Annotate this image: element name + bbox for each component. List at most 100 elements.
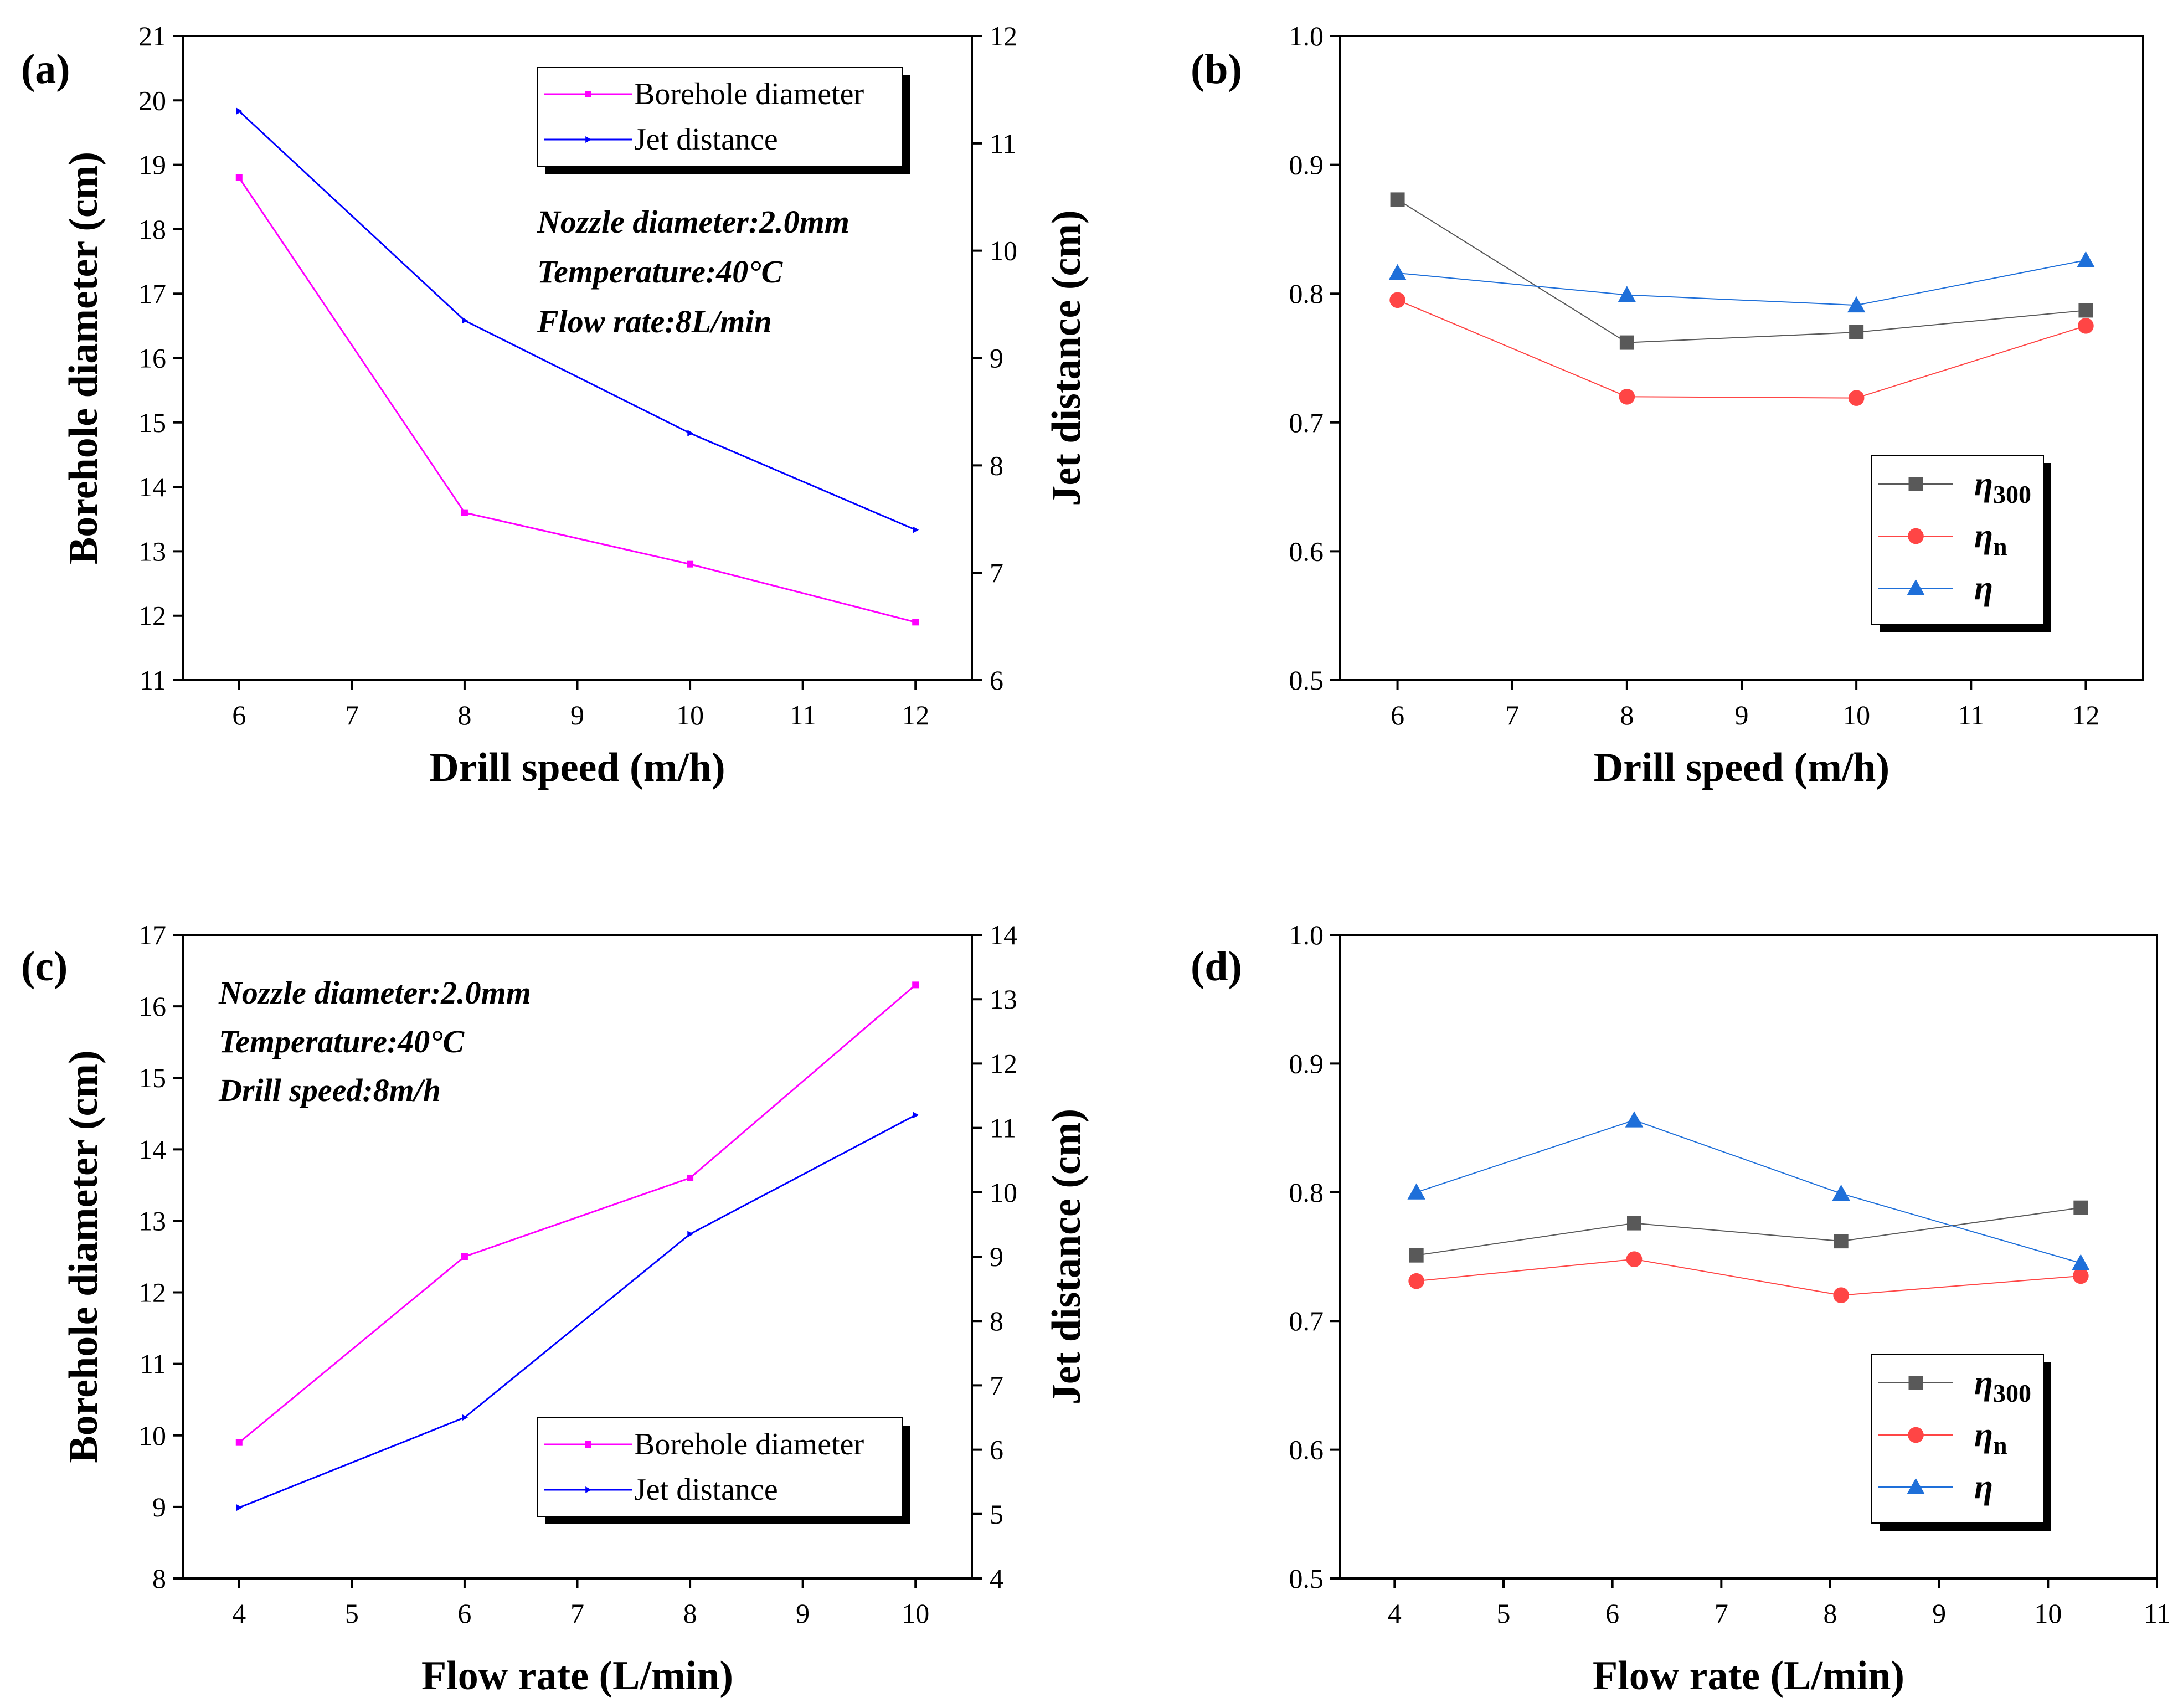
y2-tick-label: 12	[990, 20, 1017, 52]
x-tick-label: 12	[2072, 699, 2099, 730]
legend-marker	[1908, 528, 1924, 544]
legend-label-subscript: 300	[1993, 1379, 2031, 1407]
y-tick-label: 15	[138, 407, 166, 438]
legend-marker	[585, 136, 591, 143]
legend-marker	[585, 1441, 591, 1448]
y-tick-label: 15	[138, 1062, 166, 1093]
data-point	[236, 1504, 243, 1511]
condition-annotation: Nozzle diameter:2.0mm	[537, 204, 849, 240]
legend-box	[537, 1417, 903, 1517]
legend-label: η	[1974, 1468, 1993, 1506]
chart-panel-a: 6 7 8 9 10 11 12 11 12 13 14 15 16 17 18 19 20 21 6 7 8 9 10 11…	[21, 20, 1089, 790]
y-axis-title: Borehole diameter (cm)	[61, 152, 106, 564]
data-point	[687, 560, 694, 568]
legend-label-symbol: η	[1974, 569, 1993, 607]
y-tick-label: 18	[138, 214, 166, 245]
data-point	[1847, 296, 1866, 313]
x-axis-title: Flow rate (L/min)	[1593, 1653, 1904, 1699]
data-point	[1619, 388, 1635, 405]
chart-panel-b: 6 7 8 9 10 11 12 0.5 0.6 0.7 0.8 0.9 1.0 Drill speed …	[1191, 20, 2144, 790]
y2-tick-label: 5	[990, 1499, 1003, 1530]
y-tick-label: 0.7	[1289, 407, 1324, 438]
legend-label: ηn	[1974, 517, 2007, 560]
data-point	[235, 174, 243, 181]
y2-tick-label: 4	[990, 1563, 1003, 1594]
legend: Borehole diameter Jet distance	[537, 1417, 910, 1524]
y-tick-label: 13	[138, 536, 166, 567]
y2-tick-label: 6	[990, 1434, 1003, 1465]
x-tick-label: 8	[1620, 699, 1634, 730]
y-tick-label: 1.0	[1289, 20, 1324, 52]
panel-label: (a)	[21, 46, 70, 92]
data-point	[913, 1112, 919, 1119]
series-line	[238, 984, 917, 1443]
y-tick-label: 0.8	[1289, 278, 1324, 309]
condition-annotation: Flow rate:8L/min	[537, 303, 772, 339]
legend-label: Borehole diameter	[634, 77, 864, 111]
x-tick-label: 7	[1715, 1598, 1728, 1629]
legend-box	[1871, 455, 2044, 625]
data-point	[1626, 1251, 1643, 1267]
data-point	[1390, 192, 1405, 207]
plot-frame	[1339, 934, 2158, 1580]
x-tick-label: 7	[345, 699, 359, 730]
y-tick-label: 20	[138, 85, 166, 116]
legend-shadow	[545, 75, 910, 174]
y-tick-label: 8	[152, 1563, 166, 1594]
legend-label: Jet distance	[634, 122, 778, 157]
y2-tick-label: 14	[990, 919, 1017, 950]
data-point	[2078, 303, 2093, 318]
x-tick-label: 6	[1391, 699, 1404, 730]
x-tick-label: 10	[2034, 1598, 2062, 1629]
x-tick-label: 10	[1842, 699, 1870, 730]
legend-box	[537, 67, 903, 167]
legend-marker	[1908, 1376, 1923, 1390]
y2-axis-title: Jet distance (cm)	[1044, 1109, 1089, 1405]
y2-tick-label: 11	[990, 1113, 1016, 1144]
data-point	[1408, 1273, 1424, 1289]
series-line	[1397, 299, 2086, 399]
x-tick-label: 11	[1958, 699, 1984, 730]
series-line	[238, 110, 916, 531]
data-point	[1848, 390, 1865, 406]
legend-label-symbol: η	[1974, 517, 1993, 555]
x-tick-label: 7	[1505, 699, 1519, 730]
x-tick-label: 9	[796, 1598, 810, 1629]
data-point	[1389, 292, 1405, 308]
y-tick-label: 16	[138, 991, 166, 1022]
legend-label: η300	[1974, 1364, 2031, 1407]
series-line	[1416, 1207, 2081, 1256]
legend-label: η300	[1974, 465, 2031, 508]
y-tick-label: 0.9	[1289, 1048, 1324, 1079]
data-point	[1618, 286, 1636, 302]
legend-shadow	[1880, 1362, 2051, 1531]
y2-tick-label: 9	[990, 343, 1003, 374]
legend-marker	[1908, 1427, 1924, 1443]
series-line	[1416, 1119, 2081, 1264]
data-point	[2077, 251, 2095, 267]
y-axis-title: Borehole diameter (cm)	[61, 1050, 106, 1463]
y-tick-label: 1.0	[1289, 919, 1324, 950]
data-point	[913, 526, 919, 533]
y-tick-label: 10	[138, 1420, 166, 1451]
y2-tick-label: 11	[990, 128, 1016, 159]
legend: η300 ηn η	[1871, 1354, 2051, 1531]
legend-marker	[585, 91, 591, 97]
legend-label-subscript: 300	[1993, 480, 2031, 508]
data-point	[2072, 1254, 2090, 1270]
x-tick-label: 7	[570, 1598, 584, 1629]
series-line	[238, 177, 916, 623]
legend-label-subscript: n	[1993, 1431, 2007, 1459]
data-point	[1409, 1248, 1424, 1263]
data-point	[1627, 1216, 1641, 1231]
y2-tick-label: 7	[990, 557, 1003, 588]
condition-annotation: Drill speed:8m/h	[218, 1072, 441, 1108]
x-tick-label: 9	[1932, 1598, 1946, 1629]
x-tick-label: 8	[683, 1598, 697, 1629]
y-tick-label: 0.5	[1289, 1563, 1324, 1594]
panel-label: (b)	[1191, 46, 1242, 92]
legend-label: ηn	[1974, 1416, 2007, 1459]
chart-panel-d: 4 5 6 7 8 9 10 11 0.5 0.6 0.7 0.8 0.9 1.0 Flow rate (L…	[1191, 919, 2170, 1699]
x-tick-label: 6	[457, 1598, 471, 1629]
legend-label: η	[1974, 569, 1993, 607]
